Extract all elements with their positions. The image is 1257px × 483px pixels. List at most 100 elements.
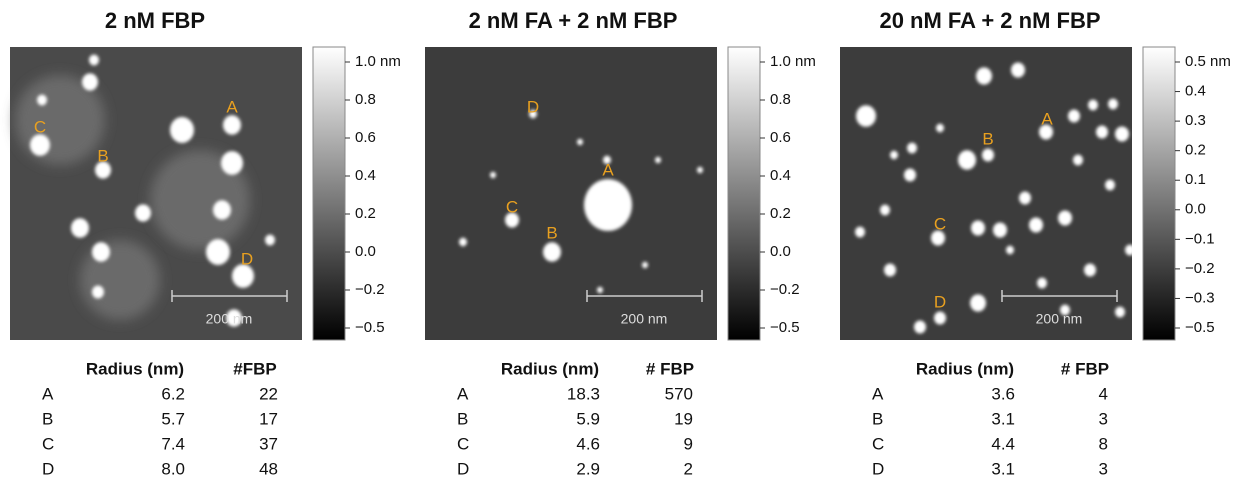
particle (584, 179, 632, 231)
particle (976, 67, 992, 85)
scale-bar-label: 200 nm (206, 311, 253, 327)
particle (71, 218, 89, 238)
table-cell: B (42, 409, 53, 428)
table-cell: D (872, 459, 884, 478)
colorbar-tick-label: 0.4 (1185, 83, 1206, 100)
particle (597, 286, 603, 294)
particle-label: C (34, 117, 46, 136)
colorbar-tick-label: 0.4 (770, 167, 791, 184)
table-cell: C (42, 434, 54, 453)
particle-label: C (934, 214, 946, 233)
particle (92, 285, 104, 299)
particle (1037, 277, 1047, 289)
scale-bar (1001, 290, 1118, 302)
table-cell: 3 (1099, 459, 1108, 478)
particle (1029, 217, 1043, 233)
particle (223, 115, 241, 135)
table-cell: A (457, 384, 469, 403)
afm-image (425, 47, 717, 340)
particle (82, 73, 98, 91)
particle (206, 239, 230, 265)
particle (1073, 154, 1083, 166)
particle (490, 171, 496, 179)
particle (135, 204, 151, 222)
colorbar-tick-label: −0.2 (770, 281, 800, 298)
particle (221, 151, 243, 175)
particle (577, 138, 583, 146)
table-cell: 5.9 (576, 409, 600, 428)
particle (931, 230, 945, 246)
table-cell: 2.9 (576, 459, 600, 478)
particle (1084, 263, 1096, 277)
particle (856, 105, 876, 127)
particle (213, 200, 231, 220)
particle (993, 222, 1007, 238)
colorbar-tick-label: 0.5 nm (1185, 53, 1231, 70)
particle (1039, 124, 1053, 140)
particle (170, 117, 194, 143)
image-texture (150, 150, 250, 250)
particle (934, 311, 946, 325)
table-header: # FBP (1061, 359, 1109, 378)
colorbar-tick-label: 0.6 (355, 129, 376, 146)
table-cell: 18.3 (567, 384, 600, 403)
particle (1060, 304, 1070, 316)
particle-label: A (1041, 109, 1053, 128)
table-cell: 3.1 (991, 459, 1015, 478)
table-cell: 5.7 (161, 409, 185, 428)
table-cell: 9 (684, 434, 693, 453)
colorbar-tick-label: 0.2 (770, 205, 791, 222)
particle-label: D (241, 249, 253, 268)
particle (1088, 99, 1098, 111)
particle-label: C (506, 197, 518, 216)
particle-label: D (934, 292, 946, 311)
table-cell: 48 (259, 459, 278, 478)
colorbar-tick-label: 1.0 nm (355, 53, 401, 70)
panel-title: 2 nM FA + 2 nM FBP (469, 8, 678, 33)
particle (890, 150, 898, 160)
table-cell: C (872, 434, 884, 453)
particle (1011, 62, 1025, 78)
panel-title: 20 nM FA + 2 nM FBP (879, 8, 1100, 33)
afm-image (840, 47, 1132, 340)
colorbar-tick-label: 0.3 (1185, 112, 1206, 129)
table-cell: 8.0 (161, 459, 185, 478)
particle (958, 150, 976, 170)
colorbar-tick-label: 0.2 (355, 205, 376, 222)
particle (907, 142, 917, 154)
table-cell: 4.6 (576, 434, 600, 453)
particle (1096, 125, 1108, 139)
colorbar-tick-label: −0.5 (355, 319, 385, 336)
particle (642, 261, 648, 269)
scale-bar (586, 290, 703, 302)
particle (1108, 98, 1118, 110)
particle (543, 242, 561, 262)
particle (1068, 109, 1080, 123)
table-cell: 22 (259, 384, 278, 403)
table-cell: 7.4 (161, 434, 185, 453)
particle (697, 166, 703, 174)
particle-label: A (226, 97, 238, 116)
colorbar-tick-label: 0.0 (770, 243, 791, 260)
table-header: #FBP (233, 359, 276, 378)
particle (603, 155, 611, 165)
colorbar (312, 46, 346, 341)
table-cell: 3.6 (991, 384, 1015, 403)
table-cell: B (872, 409, 883, 428)
particle (459, 237, 467, 247)
table-cell: 3 (1099, 409, 1108, 428)
particle (1115, 306, 1125, 318)
particle-label: B (982, 129, 993, 148)
table-cell: A (872, 384, 884, 403)
particle (655, 156, 661, 164)
particle-label: B (97, 146, 108, 165)
particle-label: B (546, 223, 557, 242)
particle (95, 161, 111, 179)
table-cell: A (42, 384, 54, 403)
table-cell: 6.2 (161, 384, 185, 403)
panel-title: 2 nM FBP (105, 8, 205, 33)
